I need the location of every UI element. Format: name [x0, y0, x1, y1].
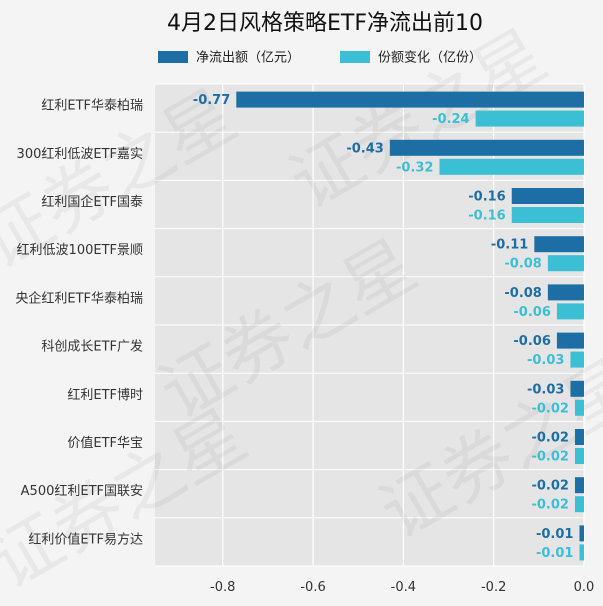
bar: [511, 188, 584, 204]
data-label: -0.32: [396, 160, 433, 175]
category-label: A500红利ETF国联安: [21, 483, 143, 499]
data-label: -0.03: [527, 382, 564, 397]
data-label: -0.02: [531, 450, 568, 465]
data-label: -0.06: [513, 305, 550, 320]
data-label: -0.11: [491, 238, 528, 253]
legend-swatch: [158, 51, 188, 63]
bar: [570, 380, 584, 397]
data-label: -0.03: [527, 353, 564, 368]
legend-label: 份额变化（亿份）: [378, 50, 482, 66]
data-label: -0.77: [193, 93, 230, 108]
bar: [579, 525, 584, 542]
x-tick-label: -0.4: [391, 580, 416, 595]
bar: [574, 399, 584, 416]
category-label: 红利国企ETF国泰: [41, 194, 143, 210]
data-label: -0.08: [504, 286, 541, 301]
bar: [547, 255, 584, 272]
data-label: -0.24: [432, 112, 469, 127]
category-label: 红利ETF华泰柏瑞: [41, 98, 143, 114]
category-label: 科创成长ETF广发: [41, 339, 143, 355]
bar: [236, 91, 584, 108]
category-label: 红利价值ETF易方达: [28, 531, 143, 547]
category-label: 红利低波100ETF景顺: [17, 242, 143, 258]
legend-label: 净流出额（亿元）: [196, 51, 300, 66]
data-label: -0.16: [468, 209, 505, 224]
bar: [570, 351, 584, 368]
category-label: 价值ETF华宝: [67, 435, 143, 451]
category-label: 央企红利ETF华泰柏瑞: [15, 290, 143, 306]
bar: [574, 496, 584, 513]
bar: [574, 429, 584, 445]
bar: [574, 477, 584, 494]
data-label: -0.02: [531, 479, 568, 494]
bar: [389, 139, 584, 156]
data-label: -0.02: [531, 498, 568, 513]
bar: [534, 236, 584, 253]
bar: [547, 284, 584, 301]
bar: [556, 332, 584, 349]
data-label: -0.43: [346, 141, 383, 156]
data-label: -0.06: [513, 334, 550, 349]
bar: [439, 158, 584, 175]
data-label: -0.16: [468, 190, 505, 205]
data-label: -0.02: [531, 431, 568, 446]
x-tick-label: -0.8: [210, 580, 235, 595]
data-label: -0.01: [536, 546, 573, 561]
bar: [556, 303, 584, 320]
bar: [574, 448, 584, 464]
category-label: 红利ETF博时: [67, 387, 143, 403]
x-tick-label: 0.0: [574, 580, 595, 595]
data-label: -0.01: [536, 527, 573, 542]
bar: [579, 544, 584, 561]
legend-swatch: [340, 51, 370, 63]
x-tick-label: -0.2: [481, 580, 506, 595]
x-tick-label: -0.6: [300, 580, 325, 595]
chart-title: 4月2日风格策略ETF净流出前10: [167, 11, 483, 36]
bar: [475, 110, 584, 127]
bar: [511, 207, 584, 223]
data-label: -0.08: [504, 257, 541, 272]
data-label: -0.02: [531, 401, 568, 416]
category-label: 300红利低波ETF嘉实: [17, 146, 143, 162]
